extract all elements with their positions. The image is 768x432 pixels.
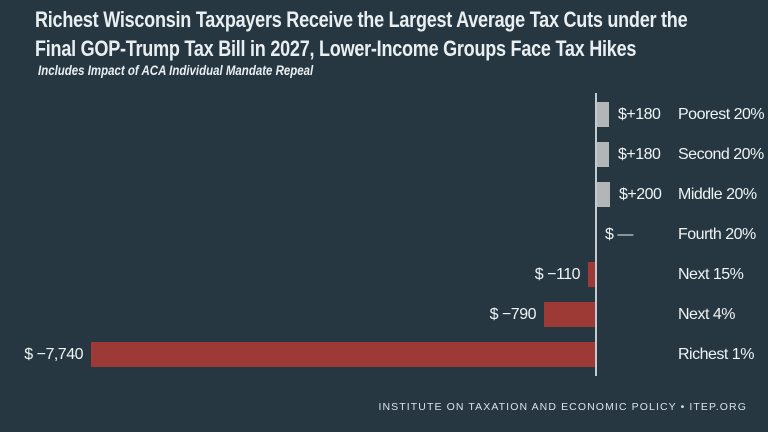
bar-poorest-20	[597, 102, 609, 127]
bar-second-20	[597, 142, 609, 167]
value-label-poorest-20: $+180	[618, 106, 661, 123]
value-label-next-4: $ −790	[489, 306, 537, 323]
value-label-richest-1: $ −7,740	[24, 346, 83, 363]
chart-title: Richest Wisconsin Taxpayers Receive the …	[35, 5, 688, 63]
chart-title-line2: Final GOP-Trump Tax Bill in 2027, Lower-…	[35, 36, 637, 61]
chart-title-line1: Richest Wisconsin Taxpayers Receive the …	[35, 7, 688, 32]
category-label-next-4: Next 4%	[678, 306, 735, 323]
value-label-second-20: $+180	[618, 146, 661, 163]
value-label-fourth-20: $ —	[605, 226, 633, 243]
zero-axis-line	[595, 93, 597, 376]
chart-subtitle: Includes Impact of ACA Individual Mandat…	[38, 63, 314, 78]
category-label-second-20: Second 20%	[678, 146, 764, 163]
bar-middle-20	[597, 182, 610, 207]
category-label-fourth-20: Fourth 20%	[678, 226, 756, 243]
bar-richest-1	[91, 342, 595, 367]
bar-next-15	[588, 262, 595, 287]
bar-next-4	[544, 302, 595, 327]
value-label-next-15: $ −110	[534, 266, 581, 283]
footer-attribution: INSTITUTE ON TAXATION AND ECONOMIC POLIC…	[378, 401, 747, 413]
value-label-middle-20: $+200	[619, 186, 662, 203]
category-label-middle-20: Middle 20%	[678, 186, 757, 203]
category-label-poorest-20: Poorest 20%	[678, 106, 765, 123]
category-label-richest-1: Richest 1%	[678, 346, 754, 363]
category-label-next-15: Next 15%	[678, 266, 744, 283]
